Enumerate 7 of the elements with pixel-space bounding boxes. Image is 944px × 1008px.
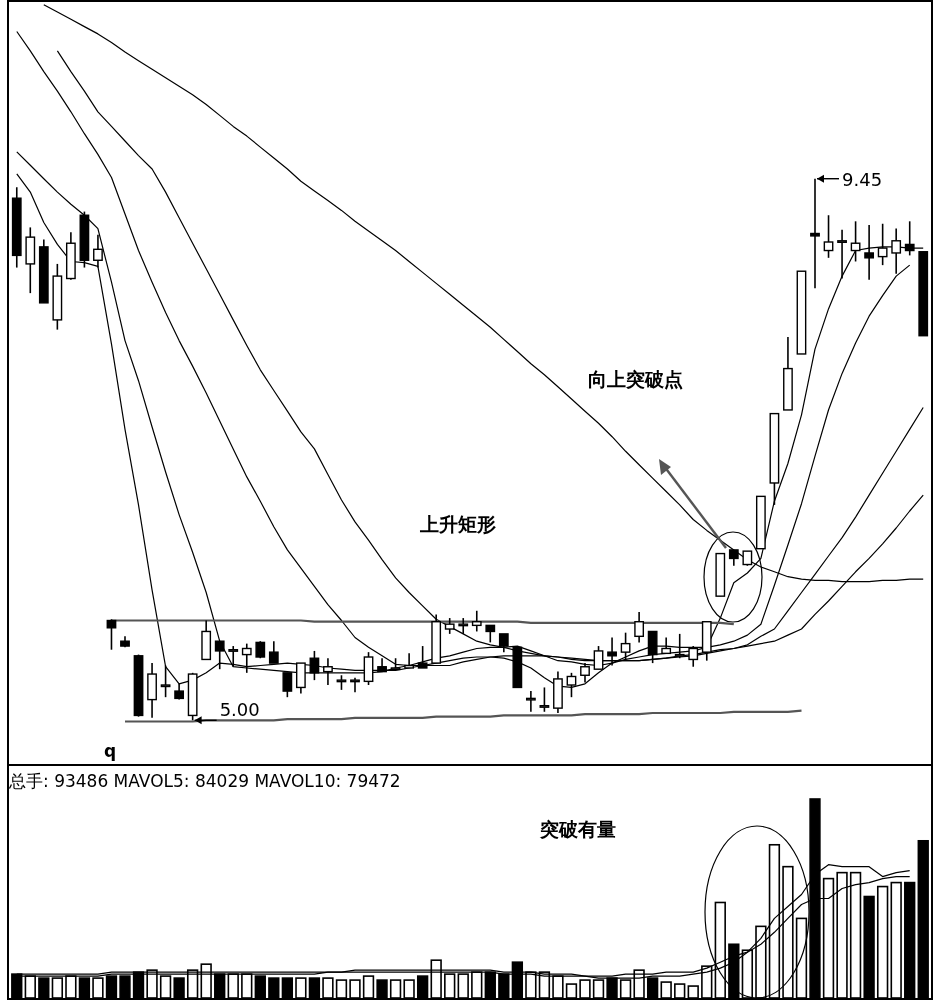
chart-title: 总手: 93486 MAVOL5: 84029 MAVOL10: 79472 — [8, 771, 401, 791]
annotation: 5.00 — [219, 699, 260, 721]
annotation: 向上突破点 — [588, 368, 683, 390]
annotation: 9.45 — [842, 168, 883, 190]
annotation: 突破有量 — [539, 818, 616, 840]
annotation: 上升矩形 — [419, 513, 496, 535]
text: q — [104, 741, 117, 761]
